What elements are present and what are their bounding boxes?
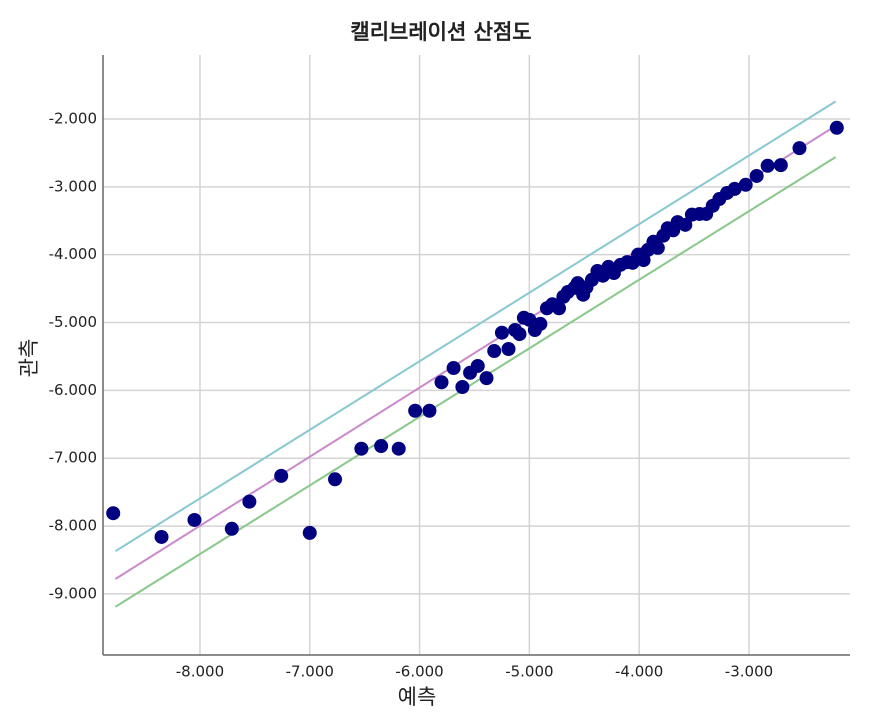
y-tick-label: -6.000 bbox=[49, 381, 97, 399]
point bbox=[106, 506, 121, 521]
point bbox=[760, 158, 775, 173]
point bbox=[328, 472, 343, 487]
point bbox=[302, 525, 317, 540]
y-tick-label: -9.000 bbox=[49, 584, 97, 602]
point bbox=[738, 177, 753, 192]
point bbox=[494, 325, 509, 340]
reference-line bbox=[114, 100, 837, 553]
point bbox=[678, 217, 693, 232]
point bbox=[650, 240, 665, 255]
x-tick-label: -7.000 bbox=[286, 663, 334, 681]
point bbox=[374, 439, 389, 454]
point bbox=[187, 512, 202, 527]
point bbox=[391, 441, 406, 456]
point bbox=[792, 141, 807, 156]
point bbox=[422, 403, 437, 418]
point bbox=[470, 358, 485, 373]
point bbox=[224, 521, 239, 536]
y-axis-label: 관측 bbox=[17, 339, 41, 378]
x-tick-label: -8.000 bbox=[176, 663, 224, 681]
point bbox=[154, 529, 169, 544]
point bbox=[512, 327, 527, 342]
point bbox=[242, 494, 257, 509]
x-axis-label: 예측 bbox=[398, 685, 437, 709]
point bbox=[354, 441, 369, 456]
y-tick-label: -5.000 bbox=[49, 313, 97, 331]
point bbox=[408, 403, 423, 418]
point bbox=[773, 158, 788, 173]
point bbox=[434, 375, 449, 390]
reference-line bbox=[114, 156, 837, 608]
x-tick-label: -5.000 bbox=[505, 663, 553, 681]
point bbox=[749, 168, 764, 183]
point bbox=[829, 120, 844, 135]
point bbox=[552, 301, 567, 316]
y-tick-label: -7.000 bbox=[49, 449, 97, 467]
point bbox=[479, 371, 494, 386]
y-tick-label: -3.000 bbox=[49, 177, 97, 195]
y-tick-label: -2.000 bbox=[49, 109, 97, 127]
x-tick-label: -6.000 bbox=[395, 663, 443, 681]
point bbox=[455, 379, 470, 394]
y-tick-label: -4.000 bbox=[49, 245, 97, 263]
chart-title: 캘리브레이션 산점도 bbox=[350, 20, 531, 44]
point bbox=[727, 181, 742, 196]
point bbox=[274, 468, 289, 483]
point bbox=[446, 360, 461, 375]
x-tick-label: -3.000 bbox=[725, 663, 773, 681]
x-tick-label: -4.000 bbox=[615, 663, 663, 681]
point bbox=[533, 316, 548, 331]
point bbox=[487, 344, 502, 359]
point bbox=[501, 341, 516, 356]
y-tick-label: -8.000 bbox=[49, 517, 97, 535]
